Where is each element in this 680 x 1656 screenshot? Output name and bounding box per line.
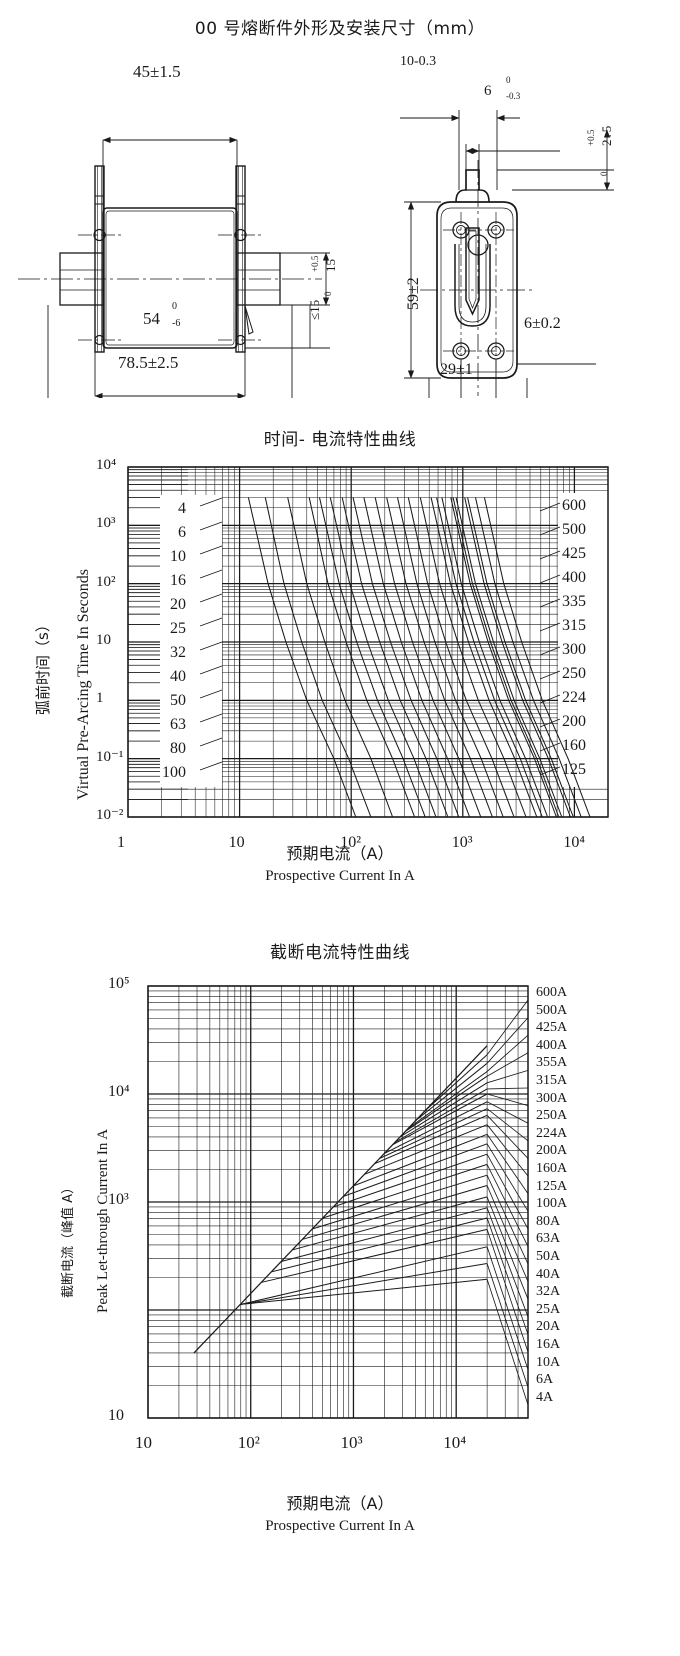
time-current-chart-title: 时间- 电流特性曲线 bbox=[263, 430, 417, 450]
time-current-xlabel-en: Prospective Current In A bbox=[265, 868, 415, 884]
dim-overall-width: 78.5±2.5 bbox=[118, 353, 179, 372]
dim-blade-height-lower-tol: 0 bbox=[323, 291, 333, 297]
right-view-dimension-lines bbox=[400, 110, 614, 398]
time-current-xlabel-block: 预期电流（A） Prospective Current In A bbox=[0, 840, 680, 885]
cutoff-chart-title: 截断电流特性曲线 bbox=[270, 943, 410, 963]
dim-plate-thickness-upper-tol: +0.5 bbox=[586, 129, 596, 146]
time-current-ylabel-en: Virtual Pre-Arcing Time In Seconds bbox=[75, 568, 92, 800]
mechanical-drawing: 45±1.5 54 0 -6 78.5±2.5 15 +0.5 0 ≤15 10… bbox=[0, 48, 680, 398]
dim-plate-height: 59±2 bbox=[405, 277, 422, 310]
dim-slot-inner-lower-tol: -0.3 bbox=[506, 91, 521, 101]
dim-slot-inner-upper-tol: 0 bbox=[506, 75, 511, 85]
dim-plate-thickness: 2.5 bbox=[599, 123, 614, 146]
blade-contact-plate-outline bbox=[420, 160, 536, 396]
dim-top-width: 45±1.5 bbox=[133, 62, 181, 81]
dim-slot-inner: 6 bbox=[484, 83, 492, 99]
drawing-title: 00 号熔断件外形及安装尺寸（mm） bbox=[194, 19, 486, 39]
dim-blade-height-upper-tol: +0.5 bbox=[310, 255, 320, 272]
dim-plate-width: 29±1 bbox=[440, 361, 473, 378]
cutoff-ylabel-en: Peak Let-through Current In A bbox=[95, 1128, 111, 1313]
cutoff-xlabel-cn: 预期电流（A） bbox=[286, 1494, 394, 1513]
time-current-chart-svg bbox=[127, 466, 610, 818]
dim-blade-depth: ≤15 bbox=[307, 299, 322, 320]
cutoff-ylabel-cn: 截断电流（峰值 A） bbox=[61, 1180, 76, 1298]
time-current-ylabel-cn: 弧前时间（s） bbox=[34, 617, 52, 715]
dim-plate-thickness-lower-tol: 0 bbox=[599, 171, 609, 177]
time-current-chart: 10⁴ 10³ 10² 10 1 10⁻¹ 10⁻² 1 10 10² 10³ 10⁴ 4 6 10 16… bbox=[0, 455, 680, 915]
dim-slot-outer: 10-0.3 bbox=[400, 54, 437, 69]
cutoff-current-chart-svg bbox=[147, 985, 529, 1419]
mechanical-drawing-svg bbox=[18, 110, 614, 398]
left-view-dimension-lines bbox=[47, 136, 330, 398]
cutoff-current-chart: 10⁵ 10⁴ 10³ 10 10 10² 10³ 10⁴ 600A 500A 425A 400A… bbox=[0, 968, 680, 1468]
dim-blade-height: 15 bbox=[323, 259, 338, 272]
fuse-body-outline bbox=[18, 165, 322, 353]
dim-body-width: 54 bbox=[143, 309, 160, 328]
dim-body-width-lower-tol: -6 bbox=[172, 318, 181, 329]
dim-body-width-upper-tol: 0 bbox=[172, 301, 177, 312]
dim-slot-width: 6±0.2 bbox=[524, 315, 561, 332]
cutoff-xlabel-en: Prospective Current In A bbox=[265, 1518, 415, 1534]
cutoff-xlabel-block: 预期电流（A） Prospective Current In A bbox=[0, 1490, 680, 1535]
time-current-xlabel-cn: 预期电流（A） bbox=[286, 844, 394, 863]
